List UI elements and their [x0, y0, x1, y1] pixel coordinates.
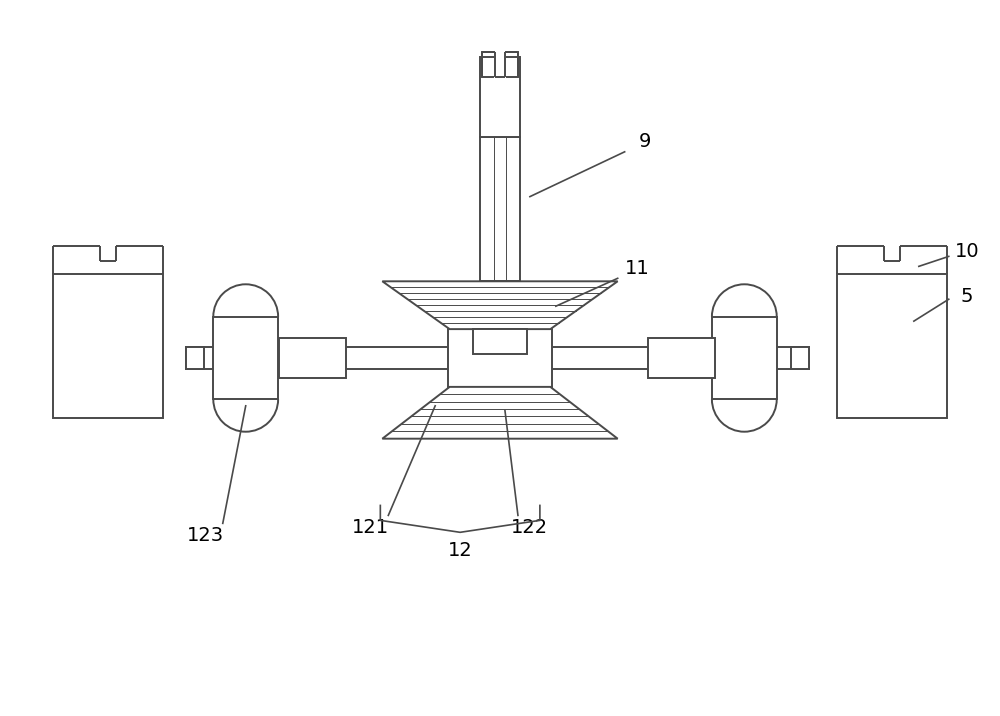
Bar: [495, 52, 505, 77]
Bar: [448, 329, 552, 387]
Bar: [279, 338, 346, 378]
Bar: [480, 137, 520, 281]
Bar: [473, 329, 527, 354]
Bar: [53, 274, 163, 418]
Bar: [712, 316, 777, 400]
Text: 9: 9: [638, 132, 651, 151]
Polygon shape: [382, 387, 618, 439]
Bar: [213, 316, 278, 400]
Bar: [791, 347, 809, 369]
Bar: [648, 338, 715, 378]
Text: 11: 11: [625, 259, 650, 278]
Text: 122: 122: [511, 518, 548, 537]
Bar: [186, 347, 204, 369]
Bar: [482, 52, 495, 77]
Bar: [505, 52, 518, 77]
Text: 121: 121: [352, 518, 389, 537]
Bar: [837, 274, 947, 418]
Text: 123: 123: [187, 526, 224, 545]
Bar: [186, 347, 809, 369]
Bar: [480, 57, 520, 137]
Text: 12: 12: [448, 541, 472, 560]
Text: 5: 5: [960, 286, 973, 306]
Text: 10: 10: [954, 242, 979, 261]
Polygon shape: [382, 281, 618, 329]
